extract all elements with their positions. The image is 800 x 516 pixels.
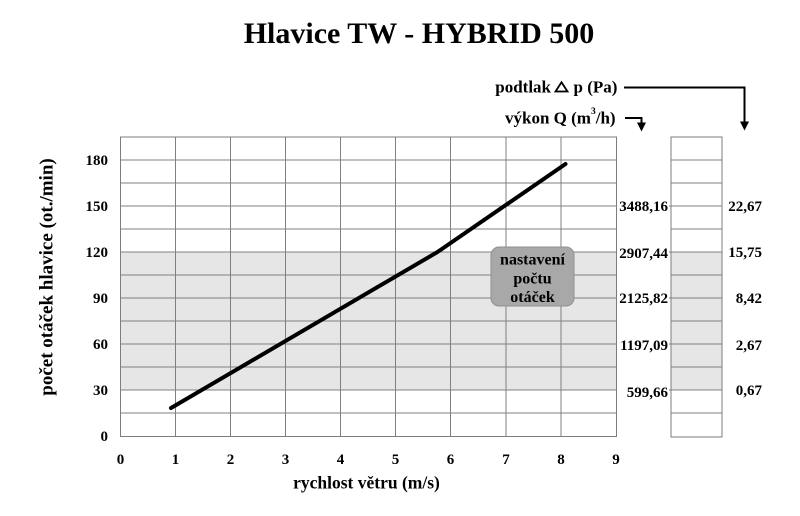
svg-text:60: 60: [93, 337, 108, 353]
svg-text:5: 5: [392, 452, 400, 468]
svg-text:9: 9: [612, 452, 620, 468]
svg-text:180: 180: [86, 153, 109, 169]
svg-text:počet otáček hlavice (ot./min): počet otáček hlavice (ot./min): [37, 158, 58, 395]
svg-text:599,66: 599,66: [627, 385, 669, 401]
svg-text:podtlak: podtlak: [495, 78, 551, 97]
svg-text:1197,09: 1197,09: [620, 338, 668, 354]
svg-text:6: 6: [447, 452, 455, 468]
svg-text:nastavení: nastavení: [500, 252, 565, 269]
svg-text:rychlost větru (m/s): rychlost větru (m/s): [293, 473, 440, 493]
svg-text:otáček: otáček: [510, 289, 555, 306]
svg-text:0: 0: [101, 429, 109, 445]
svg-text:8: 8: [557, 452, 565, 468]
svg-text:3: 3: [282, 452, 290, 468]
svg-text:120: 120: [86, 245, 109, 261]
svg-text:150: 150: [86, 199, 109, 215]
svg-text:3488,16: 3488,16: [619, 199, 668, 215]
svg-text:8,42: 8,42: [736, 291, 762, 307]
svg-text:4: 4: [337, 452, 345, 468]
svg-text:0: 0: [117, 452, 125, 468]
svg-text:Hlavice TW - HYBRID 500: Hlavice TW - HYBRID 500: [244, 17, 595, 50]
svg-text:2907,44: 2907,44: [619, 246, 668, 262]
svg-text:počtu: počtu: [513, 271, 551, 288]
svg-text:0,67: 0,67: [736, 383, 763, 399]
svg-text:22,67: 22,67: [728, 199, 762, 215]
svg-text:90: 90: [93, 291, 108, 307]
svg-text:p (Pa): p (Pa): [574, 78, 618, 97]
svg-text:1: 1: [172, 452, 180, 468]
svg-text:2,67: 2,67: [736, 338, 763, 354]
svg-text:30: 30: [93, 383, 108, 399]
svg-text:2125,82: 2125,82: [619, 291, 668, 307]
svg-text:7: 7: [502, 452, 510, 468]
svg-text:výkon Q (m3/h): výkon Q (m3/h): [505, 107, 616, 128]
svg-text:2: 2: [227, 452, 235, 468]
svg-text:15,75: 15,75: [728, 245, 762, 261]
